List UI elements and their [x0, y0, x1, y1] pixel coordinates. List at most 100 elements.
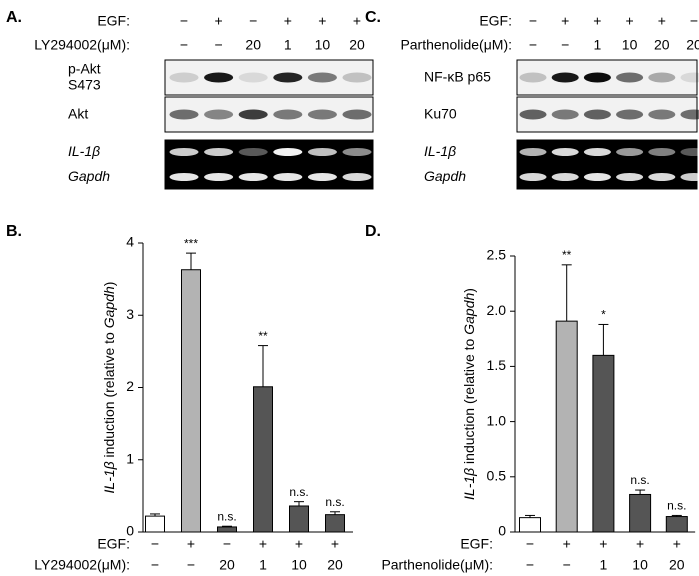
blot-band — [616, 109, 644, 120]
band-label: p-Akt S473 — [68, 60, 101, 92]
condition-value: 1 — [600, 557, 608, 573]
panel-label: B. — [6, 223, 22, 240]
significance: n.s. — [217, 509, 236, 523]
blot-band — [169, 148, 199, 156]
condition-value: − — [529, 37, 537, 53]
bar — [629, 493, 652, 533]
y-tick-label: 2.0 — [487, 302, 507, 318]
condition-value: + — [259, 536, 267, 552]
blot-band — [169, 109, 199, 120]
bar — [592, 354, 615, 533]
band-label: Akt — [68, 105, 88, 121]
blot-band — [551, 109, 579, 120]
blot-band — [238, 148, 268, 156]
blot-band — [342, 109, 372, 120]
condition-value: − — [563, 557, 571, 573]
blot-band — [273, 148, 303, 156]
condition-value: − — [526, 557, 534, 573]
blot-band — [583, 72, 611, 83]
blot-band — [583, 109, 611, 120]
significance: n.s. — [667, 499, 686, 513]
condition-value: + — [353, 13, 361, 29]
y-axis-label-part: induction (relative to — [101, 328, 117, 461]
condition-value: + — [599, 536, 607, 552]
condition-value: 20 — [349, 37, 365, 53]
blot-band — [648, 109, 676, 120]
condition-value: + — [215, 13, 223, 29]
blot-band — [238, 173, 268, 181]
condition-name: EGF: — [97, 13, 130, 29]
blot-band — [519, 109, 547, 120]
blot-band — [551, 173, 579, 181]
y-tick-label: 3 — [126, 306, 134, 322]
band-label: IL-1β — [424, 143, 456, 159]
y-axis-label-part: ) — [101, 282, 117, 287]
condition-value: 10 — [291, 557, 307, 573]
blot-frame — [164, 59, 374, 96]
band-label-line: IL-1β — [68, 143, 100, 159]
condition-value: + — [331, 536, 339, 552]
significance: *** — [184, 236, 198, 250]
y-axis-label-part: induction (relative to — [461, 335, 477, 468]
panel-label: C. — [365, 9, 381, 26]
condition-value: − — [151, 557, 159, 573]
bar — [289, 505, 309, 533]
condition-value: + — [658, 13, 666, 29]
condition-value: + — [561, 13, 569, 29]
condition-name: Parthenolide(μM): — [381, 557, 493, 573]
band-label-line: NF-κB p65 — [424, 68, 491, 84]
condition-value: − — [529, 13, 537, 29]
y-axis-label-part: ) — [461, 288, 477, 293]
condition-value: − — [561, 37, 569, 53]
band-label: Gapdh — [68, 168, 110, 184]
band-label-line: p-Akt — [68, 60, 101, 76]
blot-band — [273, 109, 303, 120]
blot-band — [307, 109, 337, 120]
blot-frame — [164, 164, 374, 190]
blot-band — [616, 173, 644, 181]
condition-value: − — [151, 536, 159, 552]
blot-band — [342, 173, 372, 181]
blot-band — [238, 109, 268, 120]
condition-value: − — [526, 536, 534, 552]
condition-value: 20 — [245, 37, 261, 53]
blot-band — [169, 173, 199, 181]
blot-band — [307, 72, 337, 83]
blot-band — [519, 148, 547, 156]
condition-value: 20 — [654, 37, 670, 53]
blot-band — [342, 72, 372, 83]
band-label-line: Gapdh — [424, 168, 466, 184]
condition-value: + — [673, 536, 681, 552]
condition-value: + — [318, 13, 326, 29]
condition-value: 20 — [686, 37, 699, 53]
significance: ** — [562, 248, 572, 262]
condition-name: EGF: — [479, 13, 512, 29]
blot-band — [680, 148, 699, 156]
condition-value: + — [626, 13, 634, 29]
y-tick-label: 2.5 — [487, 247, 507, 263]
blot-band — [616, 72, 644, 83]
band-label-line: Gapdh — [68, 168, 110, 184]
band-label-line: Akt — [68, 105, 88, 121]
y-axis-label: IL-1β induction (relative to Gapdh) — [101, 282, 117, 494]
condition-value: − — [690, 13, 698, 29]
condition-name: LY294002(μM): — [34, 37, 130, 53]
y-tick-label: 1 — [126, 450, 134, 466]
condition-value: − — [223, 536, 231, 552]
bar — [519, 517, 541, 533]
band-label-line: IL-1β — [424, 143, 456, 159]
condition-value: − — [249, 13, 257, 29]
significance: n.s. — [325, 495, 344, 509]
y-axis-label-part: Gapdh — [461, 293, 477, 335]
blot-band — [204, 72, 234, 83]
band-label: Gapdh — [424, 168, 466, 184]
blot-band — [204, 173, 234, 181]
y-axis-label-part: Gapdh — [101, 286, 117, 328]
blot-band — [616, 148, 644, 156]
blot-band — [273, 173, 303, 181]
condition-value: + — [284, 13, 292, 29]
panel-label: D. — [365, 223, 381, 240]
bar — [325, 514, 345, 533]
panel-label: A. — [6, 9, 22, 26]
